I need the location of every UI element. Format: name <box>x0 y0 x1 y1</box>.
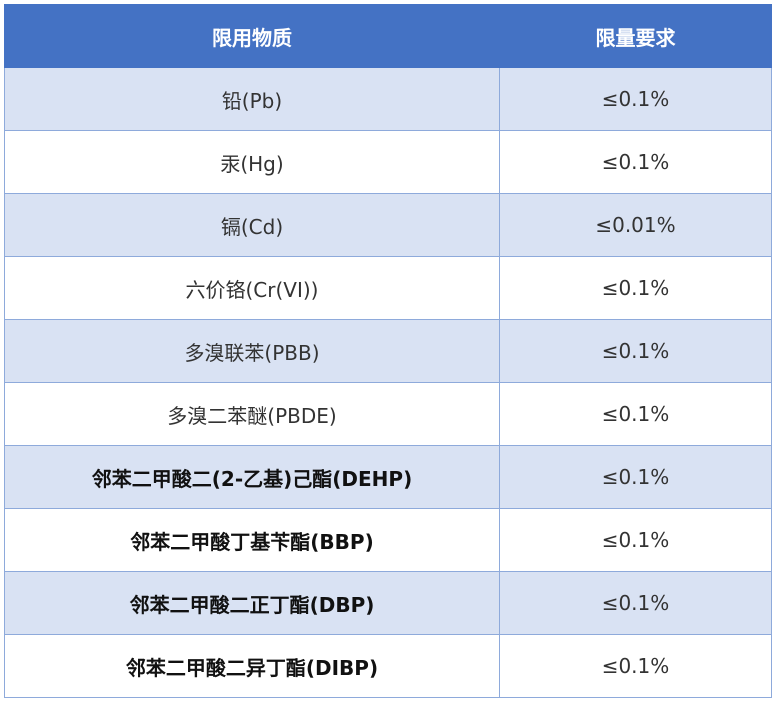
limit-cell: ≤0.1% <box>499 571 772 635</box>
header-cell: 限量要求 <box>499 4 772 68</box>
substance-cell: 多溴联苯(PBB) <box>4 319 500 383</box>
table-row: 汞(Hg) ≤0.1% <box>4 130 772 194</box>
substance-cell: 汞(Hg) <box>4 130 500 194</box>
table-row: 六价铬(Cr(VI)) ≤0.1% <box>4 256 772 320</box>
table-header: 限用物质 限量要求 <box>4 4 772 68</box>
table-row: 铅(Pb) ≤0.1% <box>4 67 772 131</box>
substance-cell: 邻苯二甲酸二(2-乙基)己酯(DEHP) <box>4 445 500 509</box>
limit-cell: ≤0.01% <box>499 193 772 257</box>
header-row: 限用物质 限量要求 <box>4 4 772 68</box>
restricted-substances-table: 限用物质 限量要求 铅(Pb) ≤0.1% 汞(Hg) ≤0.1% 镉(Cd) ≤0.01… <box>4 4 772 698</box>
table-body: 铅(Pb) ≤0.1% 汞(Hg) ≤0.1% 镉(Cd) ≤0.01% 六价铬(Cr(VI… <box>4 67 772 698</box>
table-row: 多溴二苯醚(PBDE) ≤0.1% <box>4 382 772 446</box>
substance-cell: 镉(Cd) <box>4 193 500 257</box>
table-row: 镉(Cd) ≤0.01% <box>4 193 772 257</box>
limit-cell: ≤0.1% <box>499 319 772 383</box>
table-row: 邻苯二甲酸丁基苄酯(BBP) ≤0.1% <box>4 508 772 572</box>
limit-cell: ≤0.1% <box>499 382 772 446</box>
substance-cell: 六价铬(Cr(VI)) <box>4 256 500 320</box>
table-row: 邻苯二甲酸二异丁酯(DIBP) ≤0.1% <box>4 634 772 698</box>
substance-cell: 邻苯二甲酸二正丁酯(DBP) <box>4 571 500 635</box>
limit-cell: ≤0.1% <box>499 445 772 509</box>
limit-cell: ≤0.1% <box>499 634 772 698</box>
header-cell: 限用物质 <box>4 4 500 68</box>
substance-cell: 铅(Pb) <box>4 67 500 131</box>
limit-cell: ≤0.1% <box>499 67 772 131</box>
substance-cell: 多溴二苯醚(PBDE) <box>4 382 500 446</box>
table-row: 邻苯二甲酸二正丁酯(DBP) ≤0.1% <box>4 571 772 635</box>
table-row: 多溴联苯(PBB) ≤0.1% <box>4 319 772 383</box>
limit-cell: ≤0.1% <box>499 256 772 320</box>
substance-cell: 邻苯二甲酸丁基苄酯(BBP) <box>4 508 500 572</box>
limit-cell: ≤0.1% <box>499 508 772 572</box>
substance-cell: 邻苯二甲酸二异丁酯(DIBP) <box>4 634 500 698</box>
table-row: 邻苯二甲酸二(2-乙基)己酯(DEHP) ≤0.1% <box>4 445 772 509</box>
limit-cell: ≤0.1% <box>499 130 772 194</box>
